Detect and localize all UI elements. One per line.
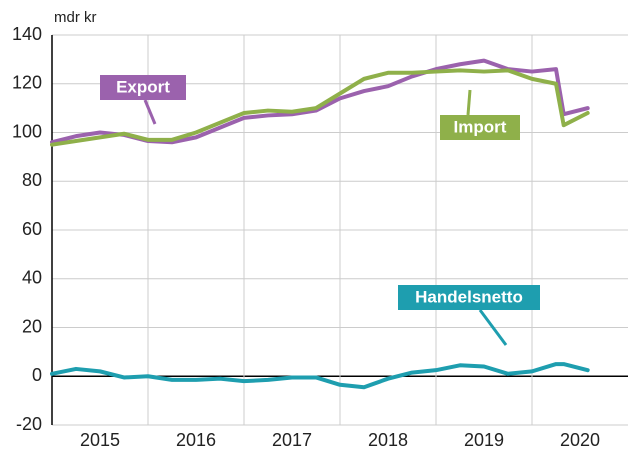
legend-label: Handelsnetto bbox=[415, 287, 523, 306]
y-tick-label: 40 bbox=[22, 268, 42, 288]
y-tick-label: -20 bbox=[16, 414, 42, 434]
legend-label: Import bbox=[454, 117, 507, 136]
annotation-leader bbox=[478, 309, 508, 346]
y-axis-label: mdr kr bbox=[54, 9, 97, 26]
annotation-box bbox=[398, 285, 540, 310]
annotation-leader bbox=[466, 89, 472, 116]
y-tick-label: 120 bbox=[12, 73, 42, 93]
x-tick-label: 2015 bbox=[80, 430, 120, 450]
annotation-box bbox=[440, 115, 520, 140]
y-tick-label: 140 bbox=[12, 24, 42, 44]
series-line bbox=[50, 362, 590, 390]
x-tick-label: 2017 bbox=[272, 430, 312, 450]
legend-label: Export bbox=[116, 77, 170, 96]
x-tick-label: 2020 bbox=[560, 430, 600, 450]
y-tick-label: 0 bbox=[32, 365, 42, 385]
series-line bbox=[50, 68, 590, 147]
y-tick-label: 100 bbox=[12, 121, 42, 141]
y-tick-label: 20 bbox=[22, 316, 42, 336]
x-tick-label: 2019 bbox=[464, 430, 504, 450]
x-tick-label: 2016 bbox=[176, 430, 216, 450]
y-tick-label: 60 bbox=[22, 219, 42, 239]
annotation-leader bbox=[143, 99, 157, 125]
annotation-box bbox=[100, 75, 186, 100]
x-tick-label: 2018 bbox=[368, 430, 408, 450]
y-tick-label: 80 bbox=[22, 170, 42, 190]
